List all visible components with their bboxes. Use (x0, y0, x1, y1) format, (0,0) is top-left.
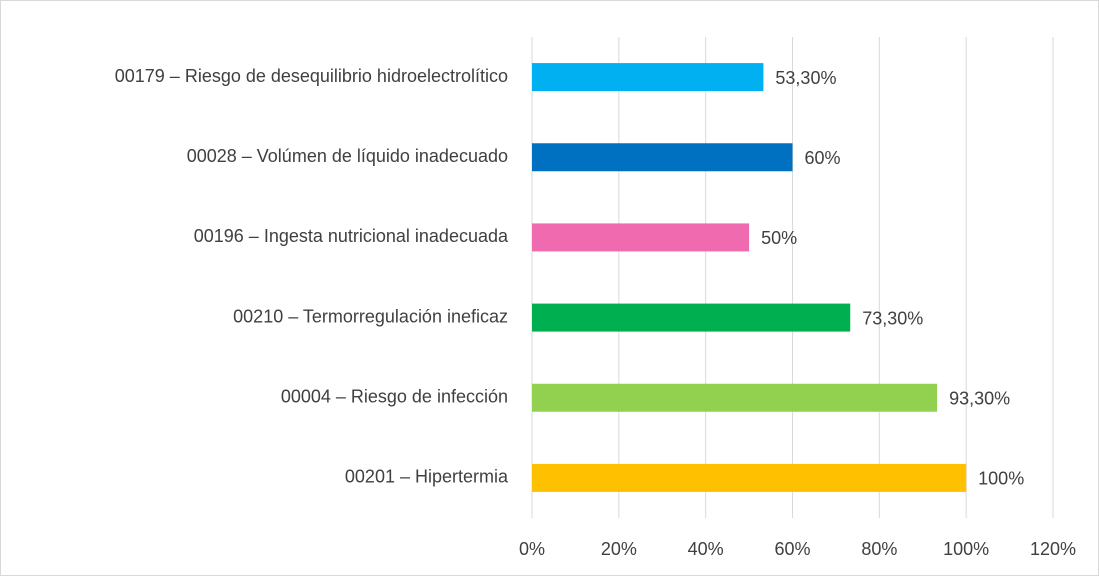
x-tick-label: 100% (943, 539, 989, 559)
x-tick-label: 80% (861, 539, 897, 559)
x-tick-label: 120% (1030, 539, 1076, 559)
data-label: 60% (805, 148, 841, 168)
data-label: 50% (761, 228, 797, 248)
y-tick-label: 00179 – Riesgo de desequilibrio hidroele… (115, 66, 508, 86)
x-tick-label: 20% (601, 539, 637, 559)
x-tick-label: 40% (688, 539, 724, 559)
bar (532, 223, 750, 252)
bar (532, 303, 851, 332)
data-label: 100% (978, 469, 1024, 489)
bar (532, 63, 764, 92)
y-tick-label: 00210 – Termorregulación ineficaz (233, 306, 508, 326)
bar (532, 463, 967, 492)
y-tick-label: 00028 – Volúmen de líquido inadecuado (187, 146, 508, 166)
data-label: 53,30% (775, 68, 836, 88)
x-tick-label: 0% (519, 539, 545, 559)
data-label: 93,30% (949, 389, 1010, 409)
bar (532, 383, 938, 412)
y-tick-label: 00196 – Ingesta nutricional inadecuada (194, 226, 509, 246)
y-tick-label: 00201 – Hipertermia (345, 467, 509, 487)
bar (532, 143, 793, 172)
data-label: 73,30% (862, 308, 923, 328)
x-tick-label: 60% (774, 539, 810, 559)
y-tick-label: 00004 – Riesgo de infección (281, 387, 508, 407)
